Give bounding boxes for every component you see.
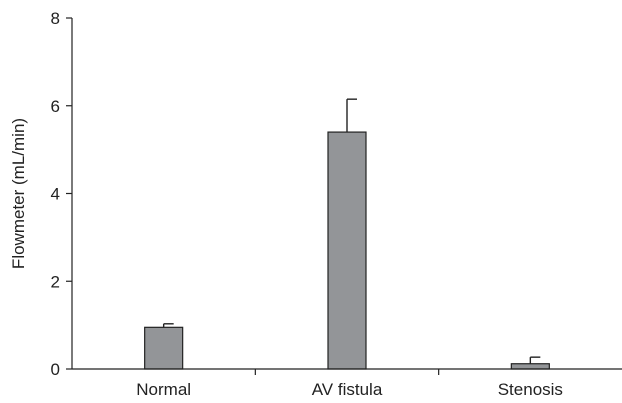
y-tick-label: 6 — [51, 97, 60, 116]
bar-normal — [144, 326, 184, 370]
y-tick-label: 4 — [51, 185, 60, 204]
x-tick-label: AV fistula — [312, 380, 383, 399]
x-tick-label: Stenosis — [498, 380, 563, 399]
y-axis-ticks: 0 2 4 6 8 — [51, 9, 72, 379]
x-tick-label: Normal — [136, 380, 191, 399]
y-tick-label: 0 — [51, 360, 60, 379]
y-tick-label: 2 — [51, 272, 60, 291]
y-tick-label: 8 — [51, 9, 60, 28]
bar-stenosis — [510, 363, 550, 370]
bar-av-fistula — [327, 131, 367, 370]
x-axis-ticks: Normal AV fistula Stenosis — [136, 369, 563, 399]
y-axis-title: Flowmeter (mL/min) — [9, 118, 28, 269]
bars-group — [144, 98, 550, 370]
